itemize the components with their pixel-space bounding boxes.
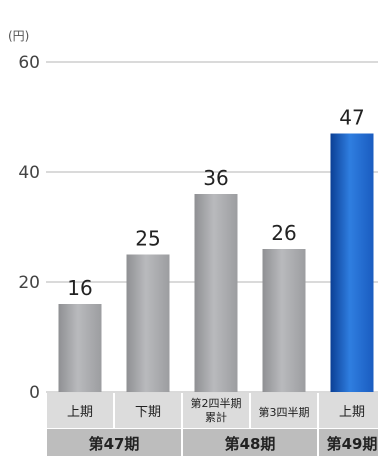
bar [194, 194, 238, 392]
y-tick-label: 40 [18, 163, 40, 183]
category-label: 上期 [67, 405, 93, 420]
category-label: 第2四半期 [191, 396, 242, 410]
group-cell [319, 429, 378, 456]
value-label: 26 [271, 221, 296, 245]
value-label: 25 [135, 227, 160, 251]
bar [262, 249, 306, 392]
group-label: 第49期 [327, 435, 378, 453]
y-axis-unit: (円) [8, 29, 29, 43]
category-label: 累計 [205, 410, 227, 424]
y-tick-labels: 0 20 40 60 [18, 53, 40, 403]
bar [330, 133, 374, 392]
category-cell [47, 393, 113, 428]
group-label: 第48期 [225, 435, 276, 453]
group-label: 第47期 [89, 435, 140, 453]
value-label: 36 [203, 166, 228, 190]
bar [126, 254, 170, 392]
value-label: 47 [339, 106, 364, 130]
group-cell [183, 429, 317, 456]
category-cell [115, 393, 181, 428]
y-tick-label: 20 [18, 273, 40, 293]
category-label: 第3四半期 [259, 405, 310, 419]
bar [58, 304, 102, 392]
bars [58, 133, 374, 392]
y-tick-label: 60 [18, 53, 40, 73]
category-cell [251, 393, 317, 428]
value-labels: 16 25 36 26 47 [67, 106, 364, 301]
category-cell [319, 393, 378, 428]
value-label: 16 [67, 276, 92, 300]
group-labels: 第47期 第48期 第49期 [47, 429, 378, 456]
category-cell [183, 393, 249, 428]
y-tick-label: 0 [29, 383, 40, 403]
group-cell [47, 429, 181, 456]
category-label: 上期 [339, 405, 365, 420]
category-label: 下期 [135, 405, 161, 420]
